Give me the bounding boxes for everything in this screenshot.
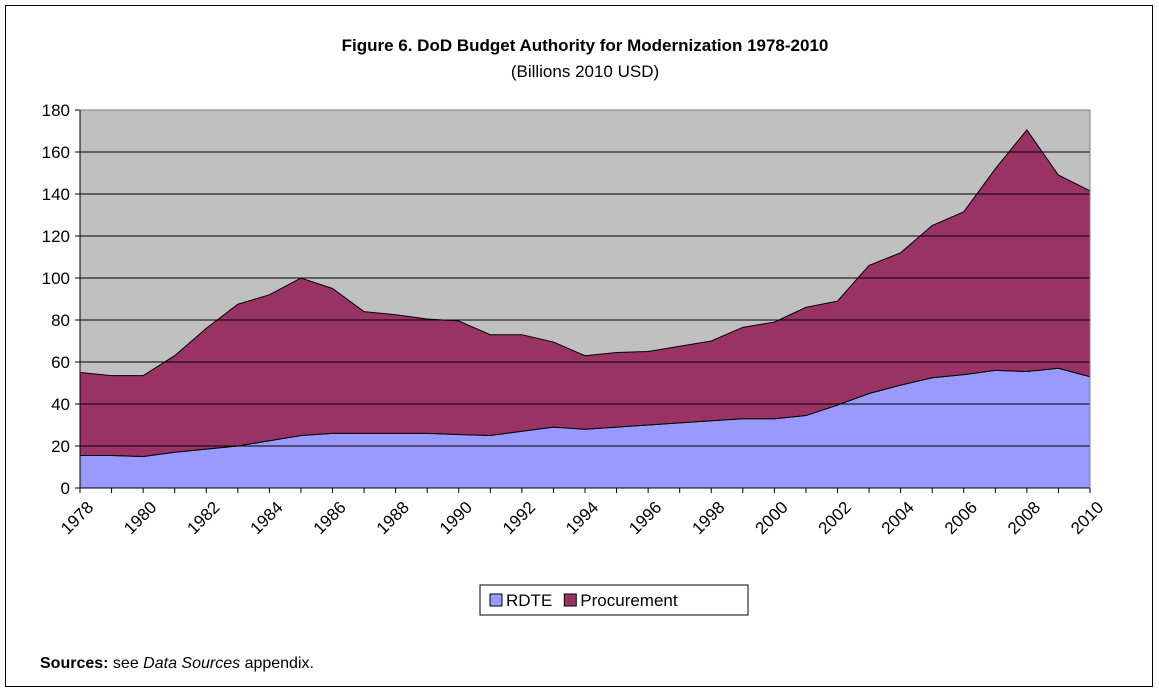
legend-swatch bbox=[563, 593, 577, 607]
y-tick-label: 80 bbox=[51, 311, 70, 330]
legend-label: Procurement bbox=[580, 591, 678, 610]
chart-subtitle: (Billions 2010 USD) bbox=[511, 62, 659, 81]
y-tick-label: 120 bbox=[42, 227, 70, 246]
y-tick-label: 60 bbox=[51, 353, 70, 372]
y-tick-label: 20 bbox=[51, 437, 70, 456]
sources-label: Sources: bbox=[40, 655, 108, 672]
legend-label: RDTE bbox=[506, 591, 552, 610]
y-tick-label: 100 bbox=[42, 269, 70, 288]
sources-text: see bbox=[113, 655, 139, 672]
sources-text: appendix. bbox=[245, 655, 314, 672]
y-tick-label: 140 bbox=[42, 185, 70, 204]
y-tick-label: 0 bbox=[61, 479, 70, 498]
legend-box bbox=[479, 584, 749, 616]
chart-title: Figure 6. DoD Budget Authority for Moder… bbox=[342, 36, 829, 55]
legend: RDTE Procurement bbox=[479, 584, 749, 616]
legend-swatch bbox=[489, 593, 503, 607]
y-tick-label: 160 bbox=[42, 143, 70, 162]
sources-italic: Data Sources bbox=[143, 655, 240, 672]
y-tick-label: 180 bbox=[42, 101, 70, 120]
sources-note: Sources: see Data Sources appendix. bbox=[40, 655, 314, 672]
y-tick-label: 40 bbox=[51, 395, 70, 414]
